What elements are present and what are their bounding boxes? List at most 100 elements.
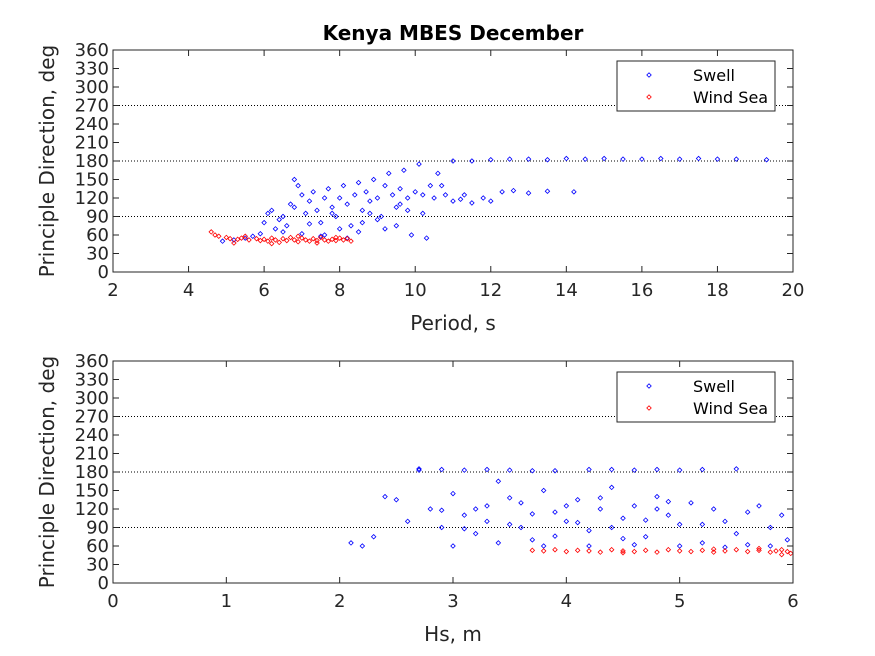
swell-point: [733, 466, 740, 472]
swell-point: [506, 467, 513, 473]
legend-label-wind-sea: Wind Sea: [693, 88, 768, 107]
wind-sea-point: [344, 235, 350, 242]
x-tick-label: 5: [674, 591, 685, 612]
swell-point: [582, 156, 588, 162]
swell-point: [461, 192, 468, 198]
swell-point: [529, 468, 536, 474]
wind-sea-point: [212, 232, 218, 238]
swell-point: [676, 521, 683, 528]
legend-box: [616, 60, 776, 112]
swell-point: [250, 233, 256, 239]
wind-sea-point: [340, 237, 347, 243]
wind-sea-point: [631, 548, 638, 555]
y-tick-label: 300: [75, 388, 109, 409]
wind-sea-point: [733, 546, 740, 553]
swell-point: [427, 506, 434, 512]
wind-sea-point: [608, 546, 615, 553]
x-tick-label: 16: [630, 280, 653, 301]
wind-sea-point: [310, 235, 316, 242]
swell-point: [495, 540, 502, 546]
swell-point: [348, 222, 354, 229]
wind-sea-point: [276, 239, 282, 246]
swell-point: [359, 543, 366, 549]
swell-point: [658, 155, 664, 162]
swell-point: [676, 156, 683, 162]
swell-point: [714, 156, 721, 162]
swell-point: [699, 466, 706, 473]
x-axis-label: Hs, m: [424, 622, 482, 646]
swell-point: [631, 503, 638, 509]
swell-point: [374, 195, 381, 201]
legend-marker-wind-sea: [646, 94, 652, 100]
swell-point: [631, 542, 638, 548]
swell-point: [280, 229, 286, 235]
swell-point: [525, 156, 532, 162]
swell-point: [642, 517, 649, 523]
wind-sea-point: [223, 234, 230, 241]
swell-point: [552, 468, 558, 474]
swell-point: [321, 195, 328, 201]
swell-point: [506, 521, 513, 528]
x-tick-label: 6: [787, 591, 798, 612]
swell-point: [506, 495, 513, 501]
y-tick-label: 360: [75, 40, 109, 61]
swell-point: [367, 198, 373, 204]
wind-sea-point: [767, 549, 774, 555]
wind-sea-point: [552, 546, 558, 553]
swell-point: [336, 195, 343, 201]
y-tick-label: 90: [86, 518, 109, 539]
wind-sea-point: [242, 233, 248, 239]
swell-point: [495, 478, 502, 485]
wind-sea-point: [329, 236, 335, 243]
y-tick-label: 240: [75, 425, 109, 446]
swell-point: [340, 182, 347, 189]
swell-point: [544, 157, 551, 163]
swell-point: [563, 155, 570, 162]
swell-point: [654, 493, 660, 500]
swell-point: [370, 533, 377, 540]
wind-sea-point: [620, 550, 626, 556]
swell-point: [291, 204, 298, 211]
y-tick-label: 270: [75, 407, 109, 428]
swell-point: [389, 192, 396, 198]
swell-point: [442, 192, 449, 198]
wind-sea-point: [238, 235, 245, 241]
swell-point: [778, 512, 785, 518]
swell-point: [412, 189, 418, 195]
swell-point: [302, 210, 309, 217]
y-tick-label: 0: [98, 262, 109, 283]
swell-point: [291, 176, 298, 183]
swell-point: [404, 207, 411, 214]
swell-point: [310, 189, 316, 195]
swell-point: [257, 231, 264, 237]
legend-label-wind-sea: Wind Sea: [693, 399, 768, 418]
swell-point: [733, 156, 740, 162]
swell-point: [472, 530, 479, 537]
swell-point: [450, 198, 456, 204]
wind-sea-point: [234, 236, 241, 243]
swell-point: [461, 512, 468, 518]
swell-point: [295, 182, 301, 189]
swell-point: [219, 238, 226, 244]
swell-point: [631, 467, 638, 473]
y-tick-label: 240: [75, 114, 109, 135]
wind-sea-point: [208, 229, 214, 235]
legend-marker-wind-sea: [646, 405, 652, 411]
swell-point: [710, 506, 717, 512]
swell-point: [397, 201, 403, 207]
swell-point: [480, 195, 486, 201]
legend-label-swell: Swell: [693, 377, 735, 396]
swell-point: [393, 222, 400, 229]
swell-point: [314, 207, 320, 214]
wind-sea-point: [722, 548, 728, 554]
swell-point: [544, 188, 551, 194]
wind-sea-point: [676, 548, 683, 554]
wind-sea-point: [574, 547, 581, 554]
swell-point: [484, 466, 490, 473]
wind-sea-point: [253, 235, 260, 242]
wind-sea-point: [778, 551, 785, 558]
x-tick-label: 6: [258, 280, 269, 301]
swell-point: [763, 157, 770, 163]
swell-point: [431, 195, 437, 201]
y-tick-label: 360: [75, 351, 109, 372]
